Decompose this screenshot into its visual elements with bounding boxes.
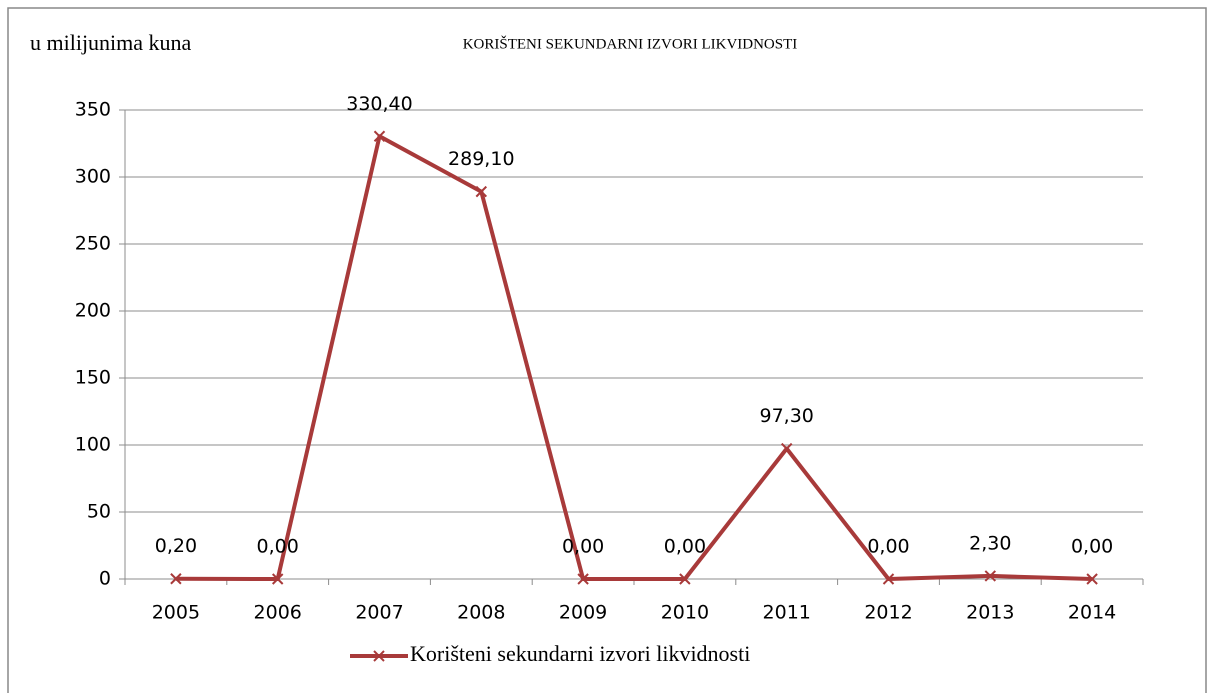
marker <box>1086 573 1098 585</box>
x-tick-label: 2010 <box>661 602 709 624</box>
data-label: 0,20 <box>155 535 197 557</box>
x-tick-label: 2005 <box>152 602 200 624</box>
data-label: 2,30 <box>969 532 1011 554</box>
x-tick-label: 2012 <box>864 602 912 624</box>
x-tick-label: 2006 <box>254 602 302 624</box>
x-tick-label: 2009 <box>559 602 607 624</box>
x-tick-label: 2011 <box>763 602 811 624</box>
legend-label: Korišteni sekundarni izvori likvidnosti <box>410 641 750 666</box>
marker <box>780 442 793 455</box>
marker <box>475 185 488 198</box>
y-tick-label: 300 <box>75 166 111 188</box>
marker <box>170 573 182 585</box>
chart-title: KORIŠTENI SEKUNDARNI IZVORI LIKVIDNOSTI <box>463 35 798 52</box>
data-label: 330,40 <box>346 93 412 115</box>
y-tick-label: 350 <box>75 99 111 121</box>
y-tick-label: 200 <box>75 300 111 322</box>
data-label: 0,00 <box>664 536 706 558</box>
y-tick-label: 100 <box>75 434 111 456</box>
line <box>175 134 1093 581</box>
marker <box>373 130 386 142</box>
x-tick-label: 2008 <box>457 602 505 624</box>
data-label: 97,30 <box>759 405 813 427</box>
y-axis-label: u milijunima kuna <box>30 30 192 55</box>
marker <box>271 573 284 585</box>
marker <box>577 573 589 585</box>
data-label: 0,00 <box>562 536 604 558</box>
legend-marker <box>373 650 385 662</box>
marker <box>882 573 895 585</box>
x-tick-label: 2007 <box>355 602 403 624</box>
data-label: 0,00 <box>1071 536 1113 558</box>
marker <box>984 570 997 582</box>
x-tick-label: 2013 <box>966 602 1014 624</box>
y-tick-label: 0 <box>99 568 111 590</box>
x-tick-label: 2014 <box>1068 602 1116 624</box>
data-label: 0,00 <box>257 536 299 558</box>
y-tick-label: 150 <box>75 367 111 389</box>
data-label: 289,10 <box>448 148 514 170</box>
marker <box>679 573 691 585</box>
y-tick-label: 50 <box>87 501 111 523</box>
y-tick-label: 250 <box>75 233 111 255</box>
chart-frame <box>7 7 1207 693</box>
data-label: 0,00 <box>867 536 909 558</box>
